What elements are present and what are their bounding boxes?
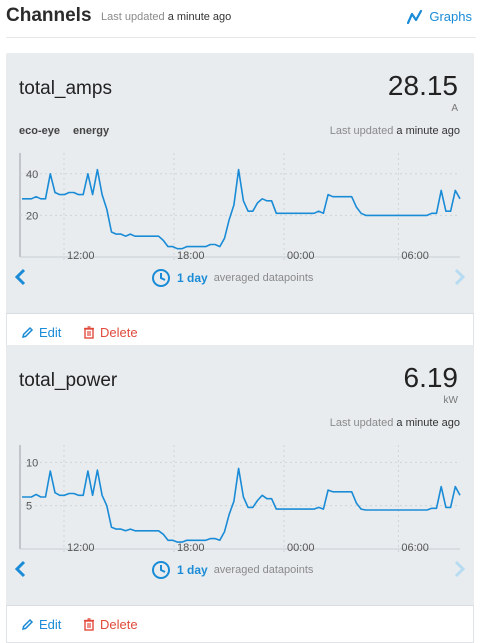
updated-prefix: Last updated (329, 125, 394, 137)
chevron-right-icon[interactable] (452, 268, 466, 286)
edit-label: Edit (39, 617, 62, 632)
edit-button[interactable]: Edit (21, 325, 61, 340)
updated-prefix: Last updated (329, 417, 394, 429)
delete-label: Delete (100, 325, 138, 340)
x-tick-label: 00:00 (287, 250, 315, 262)
header-divider (6, 37, 476, 38)
channel-name[interactable]: total_power (19, 370, 118, 391)
y-tick-label: 10 (26, 457, 38, 469)
edit-label: Edit (39, 325, 62, 340)
series-line (22, 467, 461, 543)
range-subtext: averaged datapoints (213, 564, 314, 576)
chevron-left-icon[interactable] (14, 560, 28, 578)
card-actions: Edit Delete (6, 313, 474, 351)
line-chart[interactable]: 10 5 12:00 18:00 00:00 06:00 (6, 439, 474, 589)
tag[interactable]: eco-eye (19, 125, 60, 137)
graph-line-icon (407, 9, 423, 24)
updated-prefix: Last updated (101, 11, 165, 23)
x-tick-label: 00:00 (287, 542, 315, 554)
series-line (22, 168, 461, 250)
channel-unit: kW (443, 395, 458, 406)
channel-updated: Last updated a minute ago (330, 125, 460, 137)
card-actions: Edit Delete (6, 605, 474, 643)
range-selector[interactable]: 1 day averaged datapoints (151, 268, 313, 288)
graphs-link[interactable]: Graphs (407, 9, 472, 24)
x-tick-label: 18:00 (177, 542, 205, 554)
chart-nav: 1 day averaged datapoints (6, 558, 474, 582)
clock-icon (152, 269, 170, 287)
x-tick-label: 18:00 (177, 250, 205, 262)
delete-label: Delete (100, 617, 138, 632)
pencil-icon (21, 326, 34, 339)
trash-icon (84, 326, 94, 339)
channel-card: total_amps 28.15 A eco-eye energy Last u… (6, 53, 474, 351)
x-tick-labels: 12:00 18:00 00:00 06:00 (67, 542, 429, 554)
header: Channels Last updated a minute ago Graph… (0, 0, 482, 36)
channel-unit: A (451, 103, 458, 114)
line-chart[interactable]: 40 20 12:00 18:00 00:00 06:00 (6, 147, 474, 297)
trash-icon (84, 618, 94, 631)
channel-name[interactable]: total_amps (19, 78, 112, 99)
updated-value: a minute ago (167, 11, 232, 23)
range-subtext: averaged datapoints (213, 272, 314, 284)
channel-tags: eco-eye energy (19, 125, 119, 137)
x-tick-label: 12:00 (67, 542, 95, 554)
y-tick-label: 20 (26, 210, 38, 222)
clock-icon (152, 561, 170, 579)
pencil-icon (21, 618, 34, 631)
grid (20, 153, 460, 261)
channel-value: 6.19 (403, 362, 459, 393)
page-title: Channels (6, 5, 92, 26)
channel-card: total_power 6.19 kW Last updated a minut… (6, 345, 474, 643)
chevron-right-icon[interactable] (452, 560, 466, 578)
updated-value: a minute ago (396, 417, 460, 429)
chevron-left-icon[interactable] (14, 268, 28, 286)
tag[interactable]: energy (73, 125, 110, 137)
channel-value: 28.15 (387, 70, 458, 101)
y-tick-labels: 40 20 (26, 169, 38, 223)
x-tick-label: 12:00 (67, 250, 95, 262)
chart-nav: 1 day averaged datapoints (6, 266, 474, 290)
grid (20, 445, 460, 553)
y-tick-labels: 10 5 (26, 457, 38, 512)
updated-value: a minute ago (396, 125, 460, 137)
range-label: 1 day (177, 271, 208, 285)
x-tick-labels: 12:00 18:00 00:00 06:00 (67, 250, 429, 262)
channel-updated: Last updated a minute ago (330, 417, 460, 429)
y-tick-label: 5 (26, 501, 32, 513)
y-tick-label: 40 (26, 169, 38, 181)
edit-button[interactable]: Edit (21, 617, 61, 632)
graphs-label: Graphs (429, 9, 472, 24)
range-selector[interactable]: 1 day averaged datapoints (151, 560, 313, 580)
range-label: 1 day (177, 563, 208, 577)
x-tick-label: 06:00 (401, 542, 429, 554)
x-tick-label: 06:00 (401, 250, 429, 262)
header-updated: Last updated a minute ago (101, 11, 231, 23)
delete-button[interactable]: Delete (83, 325, 138, 340)
